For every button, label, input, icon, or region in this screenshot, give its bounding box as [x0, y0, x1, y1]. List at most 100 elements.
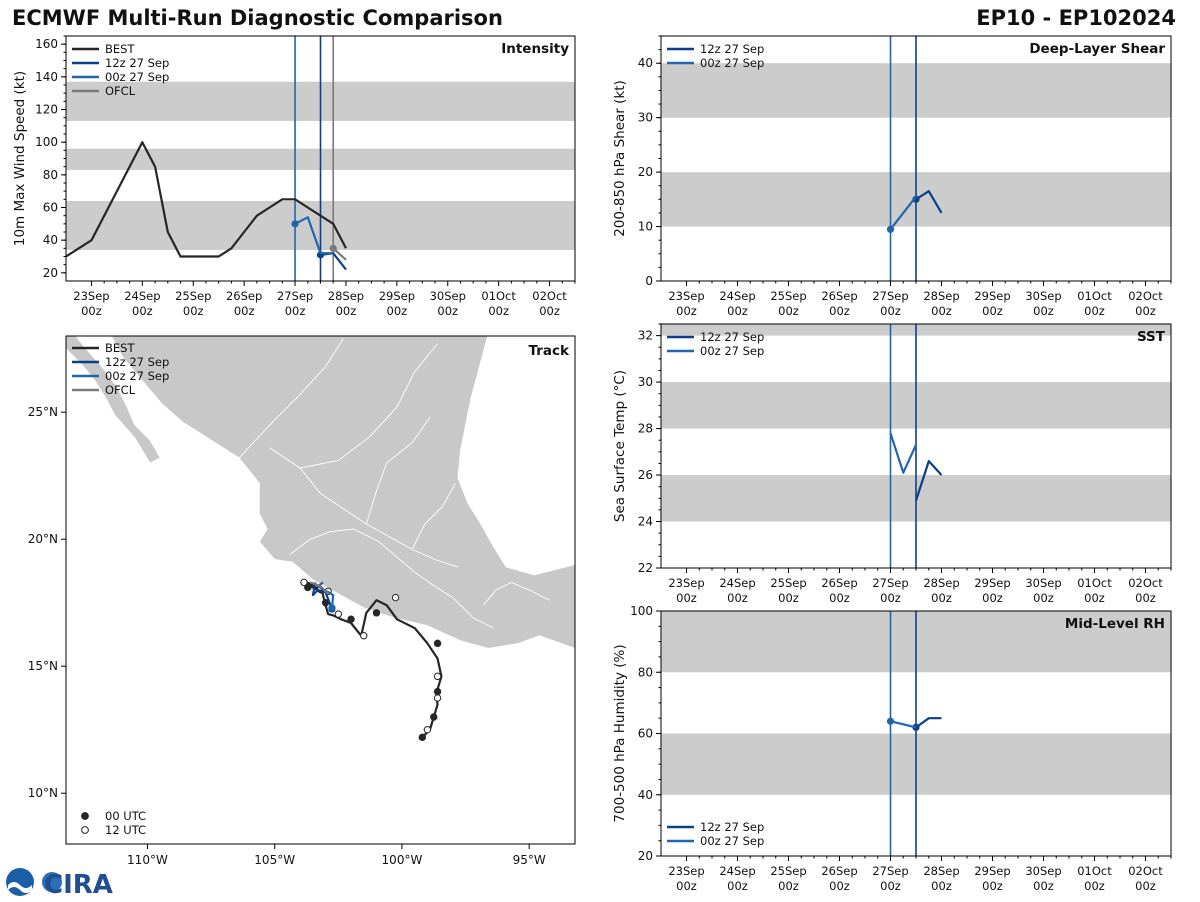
sst-y-axis-label: Sea Surface Temp (°C) — [612, 370, 628, 522]
intensity-x-tick-hour: 00z — [437, 304, 458, 318]
track-y-tick-label: 25°N — [28, 405, 58, 419]
track-marker-legend-symbol — [81, 812, 89, 820]
intensity-legend-label: BEST — [105, 42, 135, 56]
intensity-x-tick-date: 26Sep — [226, 289, 262, 303]
shear-x-tick-hour: 00z — [1084, 304, 1105, 318]
state-border — [411, 483, 456, 550]
sst-x-tick-hour: 00z — [931, 591, 952, 605]
intensity-x-tick-date: 01Oct — [481, 289, 516, 303]
track-legend-label: OFCL — [105, 383, 136, 397]
track-dot-12utc — [433, 694, 442, 702]
intensity-x-tick-hour: 00z — [132, 304, 153, 318]
track-x-tick-label: 95°W — [513, 853, 546, 867]
state-border — [238, 338, 344, 459]
shear-x-tick-date: 24Sep — [719, 289, 755, 303]
intensity-legend-label: OFCL — [105, 84, 136, 98]
rh-x-tick-date: 29Sep — [974, 864, 1010, 878]
intensity-x-tick-hour: 00z — [234, 304, 255, 318]
intensity-x-tick-date: 23Sep — [73, 289, 109, 303]
shear-panel: 01020304023Sep00z24Sep00z25Sep00z26Sep00… — [612, 35, 1172, 318]
rh-x-tick-date: 01Oct — [1077, 864, 1112, 878]
shear-x-tick-hour: 00z — [1033, 304, 1054, 318]
sst-x-tick-date: 02Oct — [1128, 576, 1163, 590]
intensity-plot-area — [66, 36, 575, 281]
rh-y-tick-label: 40 — [638, 788, 653, 802]
cira-logo-text: CIRA — [44, 870, 113, 898]
rh-panel-title: Mid-Level RH — [1065, 616, 1165, 632]
track-x-tick-label: 100°W — [382, 853, 423, 867]
track-x-tick-label: 110°W — [127, 853, 168, 867]
rh-x-tick-date: 25Sep — [770, 864, 806, 878]
intensity-y-axis-label: 10m Max Wind Speed (kt) — [12, 71, 28, 246]
shear-x-tick-date: 30Sep — [1025, 289, 1061, 303]
rh-x-tick-date: 28Sep — [923, 864, 959, 878]
sst-panel: 22242628303223Sep00z24Sep00z25Sep00z26Se… — [612, 323, 1172, 605]
sst-y-tick-label: 30 — [638, 375, 653, 389]
shear-panel-title: Deep-Layer Shear — [1029, 41, 1165, 57]
intensity-panel-title: Intensity — [501, 41, 569, 57]
sst-x-tick-hour: 00z — [880, 591, 901, 605]
rh-legend-label: 12z 27 Sep — [700, 820, 764, 834]
intensity-x-tick-hour: 00z — [336, 304, 357, 318]
shear-x-tick-hour: 00z — [880, 304, 901, 318]
track-line — [309, 581, 329, 595]
track-frame — [65, 335, 576, 845]
intensity-y-tick-label: 80 — [43, 168, 58, 182]
track-line — [311, 582, 334, 610]
rh-y-tick-label: 80 — [638, 665, 653, 679]
track-dot-12utc — [391, 593, 400, 602]
shear-x-tick-date: 25Sep — [770, 289, 806, 303]
intensity-x-tick-date: 02Oct — [532, 289, 567, 303]
track-legend-label: 00z 27 Sep — [105, 369, 169, 383]
shear-series-line — [915, 190, 943, 214]
globe-icon — [42, 872, 62, 892]
sst-series-line — [889, 432, 918, 474]
sst-x-tick-hour: 00z — [1135, 591, 1156, 605]
track-y-tick-label: 10°N — [28, 786, 58, 800]
sst-legend-label: 00z 27 Sep — [700, 344, 764, 358]
rh-x-tick-date: 26Sep — [821, 864, 857, 878]
rh-legend-label: 00z 27 Sep — [700, 834, 764, 848]
rh-y-tick-label: 100 — [630, 604, 653, 618]
intensity-legend-label: 00z 27 Sep — [105, 70, 169, 84]
intensity-y-tick-label: 40 — [43, 233, 58, 247]
track-dot-12utc — [300, 578, 308, 587]
rh-x-tick-hour: 00z — [829, 879, 850, 893]
sst-y-tick-label: 28 — [638, 422, 653, 436]
sst-plot-area — [661, 324, 1171, 568]
shear-x-tick-hour: 00z — [931, 304, 952, 318]
sst-x-tick-date: 26Sep — [821, 576, 857, 590]
shear-y-axis-label: 200-850 hPa Shear (kt) — [612, 80, 628, 237]
rh-y-tick-label: 20 — [638, 849, 653, 863]
intensity-x-tick-date: 24Sep — [124, 289, 160, 303]
rh-x-tick-date: 24Sep — [719, 864, 755, 878]
shear-x-tick-hour: 00z — [727, 304, 748, 318]
shear-x-tick-date: 02Oct — [1128, 289, 1163, 303]
track-map-area — [66, 336, 575, 844]
track-panel-title: Track — [529, 343, 570, 359]
cira-logo: CIRA — [4, 866, 114, 902]
intensity-series-line — [66, 141, 347, 258]
figure-title: ECMWF Multi-Run Diagnostic Comparison — [12, 6, 503, 30]
track-marker — [328, 604, 336, 612]
shear-y-tick-label: 20 — [638, 165, 653, 179]
intensity-x-tick-date: 30Sep — [430, 289, 466, 303]
track-dot-00utc — [430, 713, 438, 721]
rh-series-marker — [886, 717, 895, 725]
shear-x-tick-date: 29Sep — [974, 289, 1010, 303]
sst-x-tick-date: 25Sep — [770, 576, 806, 590]
sst-x-tick-date: 23Sep — [668, 576, 704, 590]
intensity-x-tick-hour: 00z — [285, 304, 306, 318]
intensity-x-tick-date: 27Sep — [277, 289, 313, 303]
sst-legend-label: 12z 27 Sep — [700, 330, 764, 344]
shear-x-tick-hour: 00z — [982, 304, 1003, 318]
track-dot-00utc — [347, 615, 355, 623]
track-dot-12utc — [423, 726, 432, 734]
track-y-tick-label: 20°N — [28, 532, 58, 546]
shear-x-tick-date: 28Sep — [923, 289, 959, 303]
sst-x-tick-date: 29Sep — [974, 576, 1010, 590]
shear-x-tick-date: 23Sep — [668, 289, 704, 303]
intensity-y-tick-label: 140 — [35, 70, 58, 84]
track-dot-00utc — [418, 733, 426, 742]
sst-x-tick-date: 30Sep — [1025, 576, 1061, 590]
